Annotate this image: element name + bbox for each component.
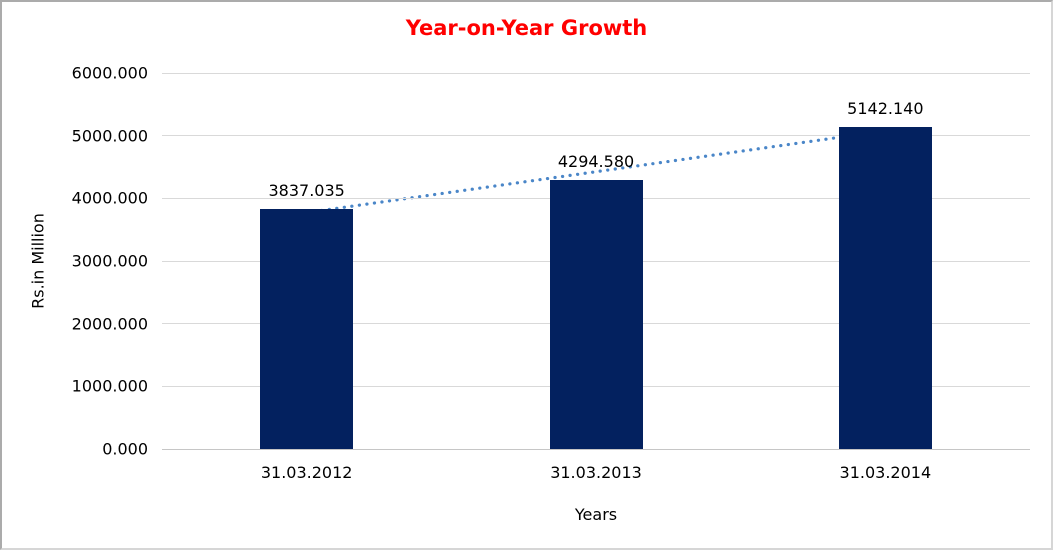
bar-value-label: 4294.580 (557, 151, 635, 171)
x-axis-tick-labels: 31.03.2012 31.03.2013 31.03.2014 (162, 463, 1030, 482)
bar-value-label: 3837.035 (268, 180, 345, 200)
trendline-segment (305, 129, 887, 215)
y-tick-label: 4000.000 (71, 188, 148, 208)
plot-area: 3837.035 4294.580 5142.140 (162, 72, 1030, 450)
bar-31.03.2013 (549, 179, 643, 449)
bar-value-label: 5142.140 (847, 98, 924, 118)
y-tick-label: 6000.000 (71, 63, 148, 83)
x-tick-label: 31.03.2014 (839, 463, 932, 482)
y-axis-tick-labels: 6000.000 5000.000 4000.000 3000.000 2000.000… (2, 64, 148, 459)
y-tick-label: 0.000 (102, 439, 148, 459)
x-tick-label: 31.03.2013 (550, 463, 642, 482)
bar-31.03.2014 (838, 126, 932, 449)
y-tick-label: 3000.000 (71, 251, 148, 271)
trendline-dotted (305, 129, 887, 215)
x-axis-title: Years (574, 505, 618, 524)
x-axis-line (162, 448, 1030, 450)
gridline (162, 72, 1030, 74)
x-tick-label: 31.03.2012 (260, 463, 353, 482)
y-tick-label: 2000.000 (71, 314, 148, 334)
bar-31.03.2012 (260, 208, 354, 449)
y-tick-label: 1000.000 (71, 376, 148, 396)
chart-title: Year-on-Year Growth (405, 16, 648, 40)
gridline (162, 135, 1030, 137)
y-tick-label: 5000.000 (71, 126, 148, 146)
